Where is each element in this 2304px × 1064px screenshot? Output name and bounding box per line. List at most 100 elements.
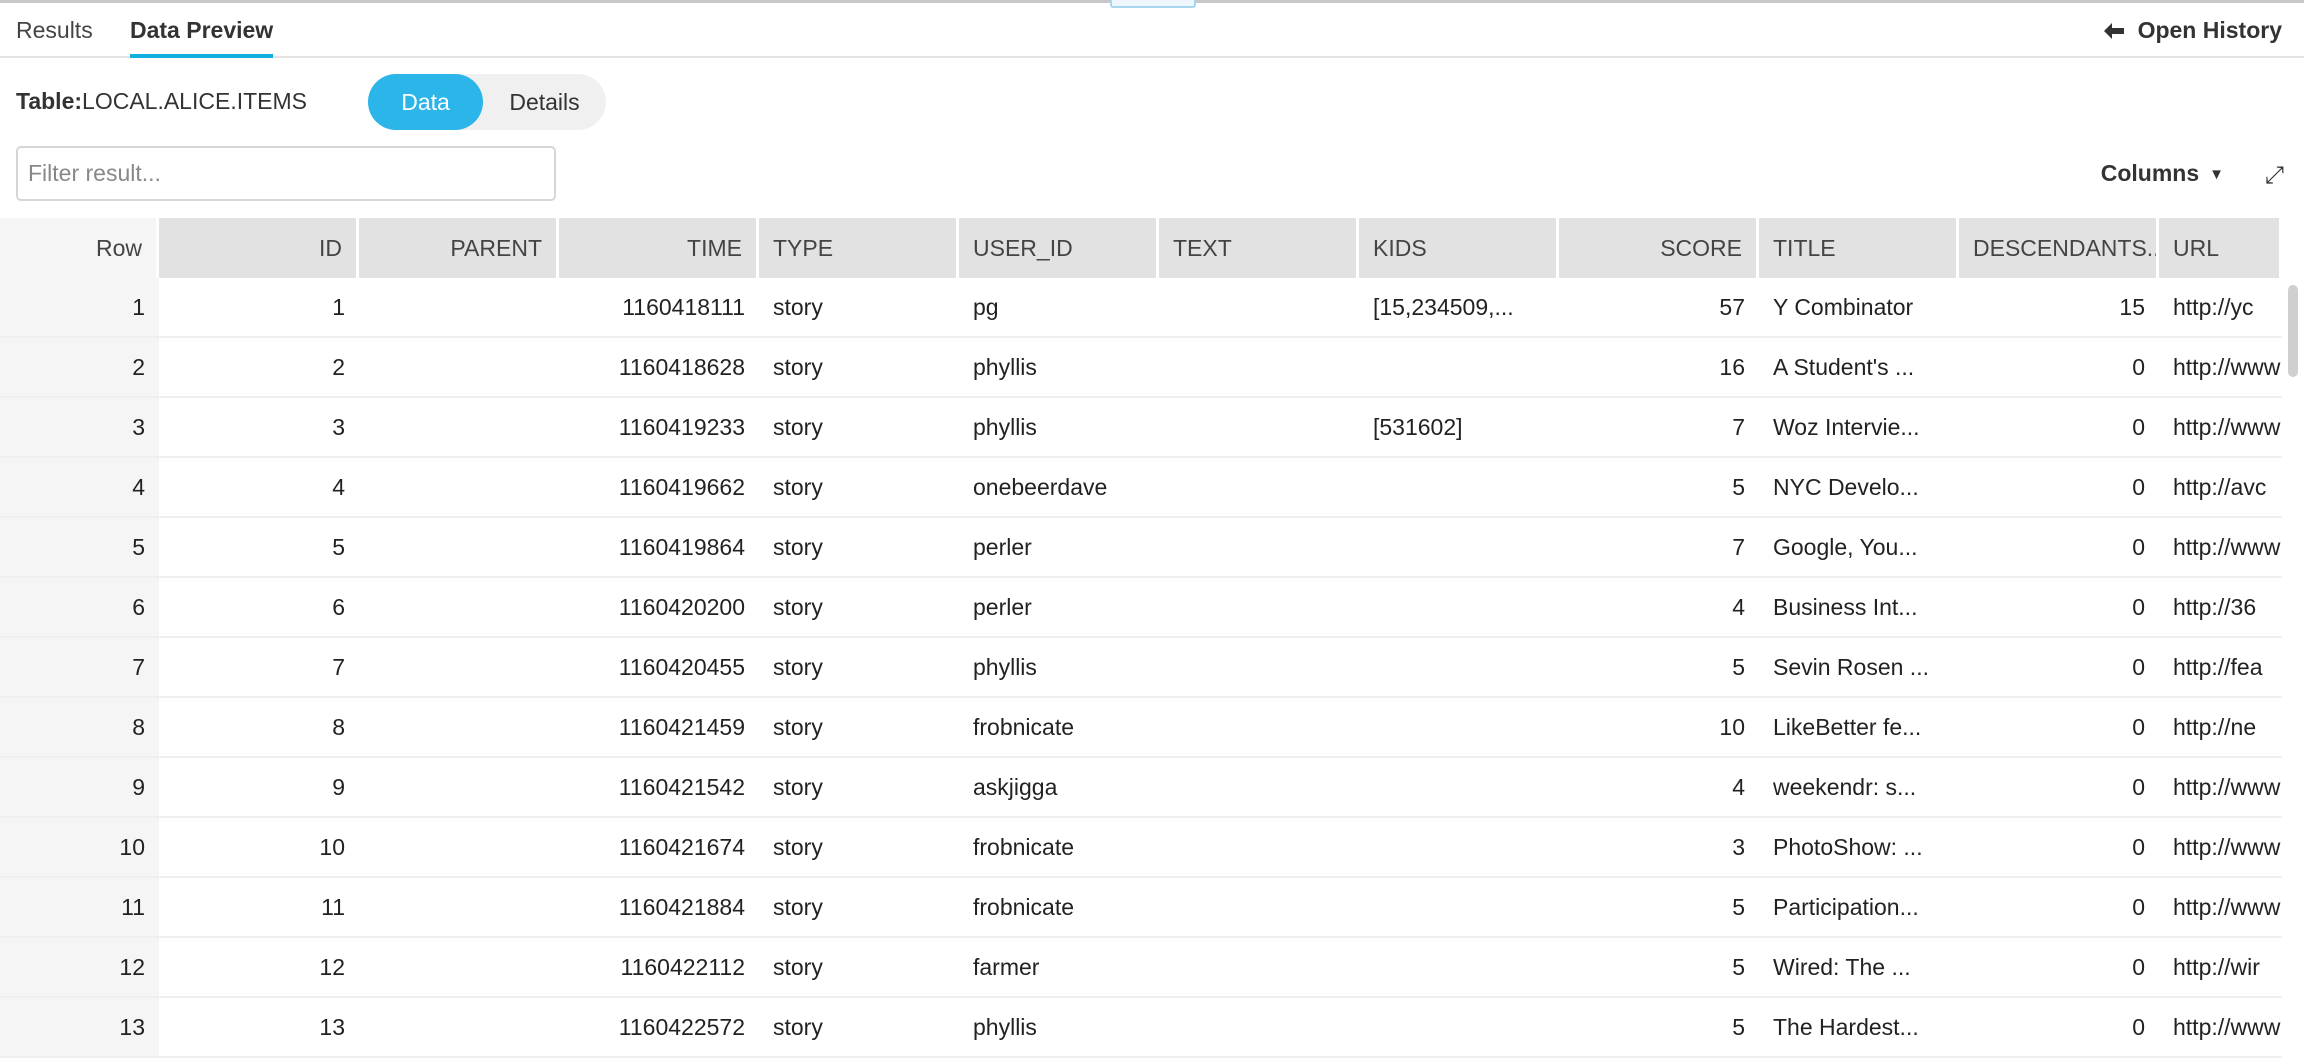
table-row[interactable]: 3 3 1160419233 story phyllis [531602] 7 Woz Int… — [0, 398, 2282, 458]
table-cell[interactable] — [1159, 638, 1359, 696]
table-cell[interactable] — [1159, 818, 1359, 876]
table-cell[interactable]: 5 — [1732, 654, 1745, 680]
table-cell[interactable]: Wired: The ... — [1773, 954, 1911, 980]
table-cell[interactable]: 1160422112 — [620, 954, 745, 980]
table-cell[interactable]: 7 — [332, 654, 345, 680]
table-cell[interactable]: 4 — [332, 474, 345, 500]
table-cell[interactable]: 6 — [332, 594, 345, 620]
table-cell[interactable]: 12 — [319, 954, 345, 980]
table-cell[interactable]: A Student's ... — [1773, 354, 1915, 380]
table-cell[interactable]: 0 — [2132, 594, 2145, 620]
table-cell[interactable]: http://yc — [2173, 294, 2254, 320]
table-cell[interactable]: 7 — [1732, 534, 1745, 560]
table-row[interactable]: 12 12 1160422112 story farmer 5 Wired: The ...… — [0, 938, 2282, 998]
table-cell[interactable]: 0 — [2132, 954, 2145, 980]
table-cell[interactable] — [1159, 338, 1359, 396]
table-cell[interactable]: 4 — [1732, 774, 1745, 800]
table-cell[interactable]: phyllis — [973, 414, 1037, 440]
table-cell[interactable]: 0 — [2132, 834, 2145, 860]
table-cell[interactable]: phyllis — [973, 354, 1037, 380]
table-cell[interactable]: 0 — [2132, 354, 2145, 380]
table-cell[interactable]: Woz Intervie... — [1773, 414, 1920, 440]
column-header[interactable]: PARENT — [359, 218, 559, 278]
table-cell[interactable]: 1160421674 — [618, 834, 745, 860]
table-cell[interactable]: 1160418628 — [618, 354, 745, 380]
table-cell[interactable]: 13 — [319, 1014, 345, 1040]
table-cell[interactable] — [1159, 878, 1359, 936]
tab-data-preview[interactable]: Data Preview — [130, 17, 274, 58]
table-cell[interactable]: Y Combinator — [1773, 294, 1914, 320]
column-header[interactable]: TYPE — [759, 218, 959, 278]
column-header[interactable]: KIDS — [1359, 218, 1559, 278]
table-cell[interactable]: story — [773, 714, 823, 740]
table-cell[interactable] — [1159, 458, 1359, 516]
table-cell[interactable]: 1160420200 — [618, 594, 745, 620]
table-cell[interactable]: 15 — [2119, 294, 2145, 320]
table-cell[interactable]: http://www — [2173, 354, 2281, 380]
table-cell[interactable]: 5 — [1732, 1014, 1745, 1040]
table-cell[interactable]: onebeerdave — [973, 474, 1108, 500]
tab-results[interactable]: Results — [16, 17, 93, 43]
table-cell[interactable]: 7 — [1732, 414, 1745, 440]
table-cell[interactable] — [359, 998, 559, 1056]
table-cell[interactable]: story — [773, 894, 823, 920]
table-cell[interactable] — [1359, 518, 1559, 576]
table-cell[interactable]: frobnicate — [973, 714, 1075, 740]
table-row[interactable]: 6 6 1160420200 story perler 4 Business Int... 0… — [0, 578, 2282, 638]
table-row[interactable]: 9 9 1160421542 story askjigga 4 weekendr: s...… — [0, 758, 2282, 818]
table-cell[interactable]: story — [773, 654, 823, 680]
table-cell[interactable]: 16 — [1719, 354, 1745, 380]
table-cell[interactable] — [1359, 458, 1559, 516]
table-cell[interactable] — [1359, 878, 1559, 936]
table-cell[interactable]: http://www — [2173, 894, 2281, 920]
table-cell[interactable]: 0 — [2132, 474, 2145, 500]
table-cell[interactable]: 10 — [1719, 714, 1745, 740]
table-cell[interactable] — [1159, 938, 1359, 996]
table-cell[interactable]: story — [773, 1014, 823, 1040]
table-cell[interactable]: LikeBetter fe... — [1773, 714, 1922, 740]
table-cell[interactable]: 5 — [332, 534, 345, 560]
table-cell[interactable]: 5 — [1732, 474, 1745, 500]
table-cell[interactable]: 11 — [321, 894, 345, 920]
table-row[interactable]: 8 8 1160421459 story frobnicate 10 LikeBetter … — [0, 698, 2282, 758]
table-cell[interactable] — [1359, 938, 1559, 996]
table-cell[interactable] — [359, 878, 559, 936]
table-cell[interactable]: story — [773, 294, 823, 320]
column-header[interactable]: USER_ID — [959, 218, 1159, 278]
table-cell[interactable]: 0 — [2132, 534, 2145, 560]
table-cell[interactable]: http://ne — [2173, 714, 2257, 740]
table-cell[interactable]: 1160419662 — [618, 474, 745, 500]
table-cell[interactable] — [359, 638, 559, 696]
table-cell[interactable] — [359, 518, 559, 576]
columns-button[interactable]: Columns ▼ — [2101, 160, 2224, 187]
table-row[interactable]: 1 1 1160418111 story pg [15,234509,... 57 Y Com… — [0, 278, 2282, 338]
table-row[interactable]: 4 4 1160419662 story onebeerdave 5 NYC Develo.… — [0, 458, 2282, 518]
table-cell[interactable] — [1159, 278, 1359, 336]
table-cell[interactable]: http://www — [2173, 414, 2281, 440]
table-cell[interactable]: 3 — [1732, 834, 1745, 860]
column-header[interactable]: TIME — [559, 218, 759, 278]
column-header[interactable]: TEXT — [1159, 218, 1359, 278]
table-cell[interactable]: 5 — [1732, 954, 1745, 980]
table-cell[interactable]: 9 — [332, 774, 345, 800]
table-cell[interactable]: weekendr: s... — [1773, 774, 1917, 800]
table-cell[interactable]: http://www — [2173, 774, 2281, 800]
table-cell[interactable] — [1159, 518, 1359, 576]
table-cell[interactable] — [359, 698, 559, 756]
table-cell[interactable]: 2 — [332, 354, 345, 380]
table-cell[interactable]: [15,234509,... — [1373, 294, 1514, 320]
table-cell[interactable]: http://www — [2173, 834, 2281, 860]
table-cell[interactable]: http://www — [2173, 534, 2281, 560]
table-cell[interactable] — [1359, 578, 1559, 636]
table-cell[interactable] — [1359, 638, 1559, 696]
table-cell[interactable]: http://wir — [2173, 954, 2260, 980]
column-header[interactable]: TITLE — [1759, 218, 1959, 278]
column-header[interactable]: SCORE — [1559, 218, 1759, 278]
table-cell[interactable]: farmer — [973, 954, 1040, 980]
table-cell[interactable] — [1159, 758, 1359, 816]
table-cell[interactable]: frobnicate — [973, 894, 1075, 920]
table-cell[interactable]: 0 — [2132, 414, 2145, 440]
table-cell[interactable]: story — [773, 534, 823, 560]
table-cell[interactable]: 8 — [332, 714, 345, 740]
table-cell[interactable]: 1160421542 — [618, 774, 745, 800]
